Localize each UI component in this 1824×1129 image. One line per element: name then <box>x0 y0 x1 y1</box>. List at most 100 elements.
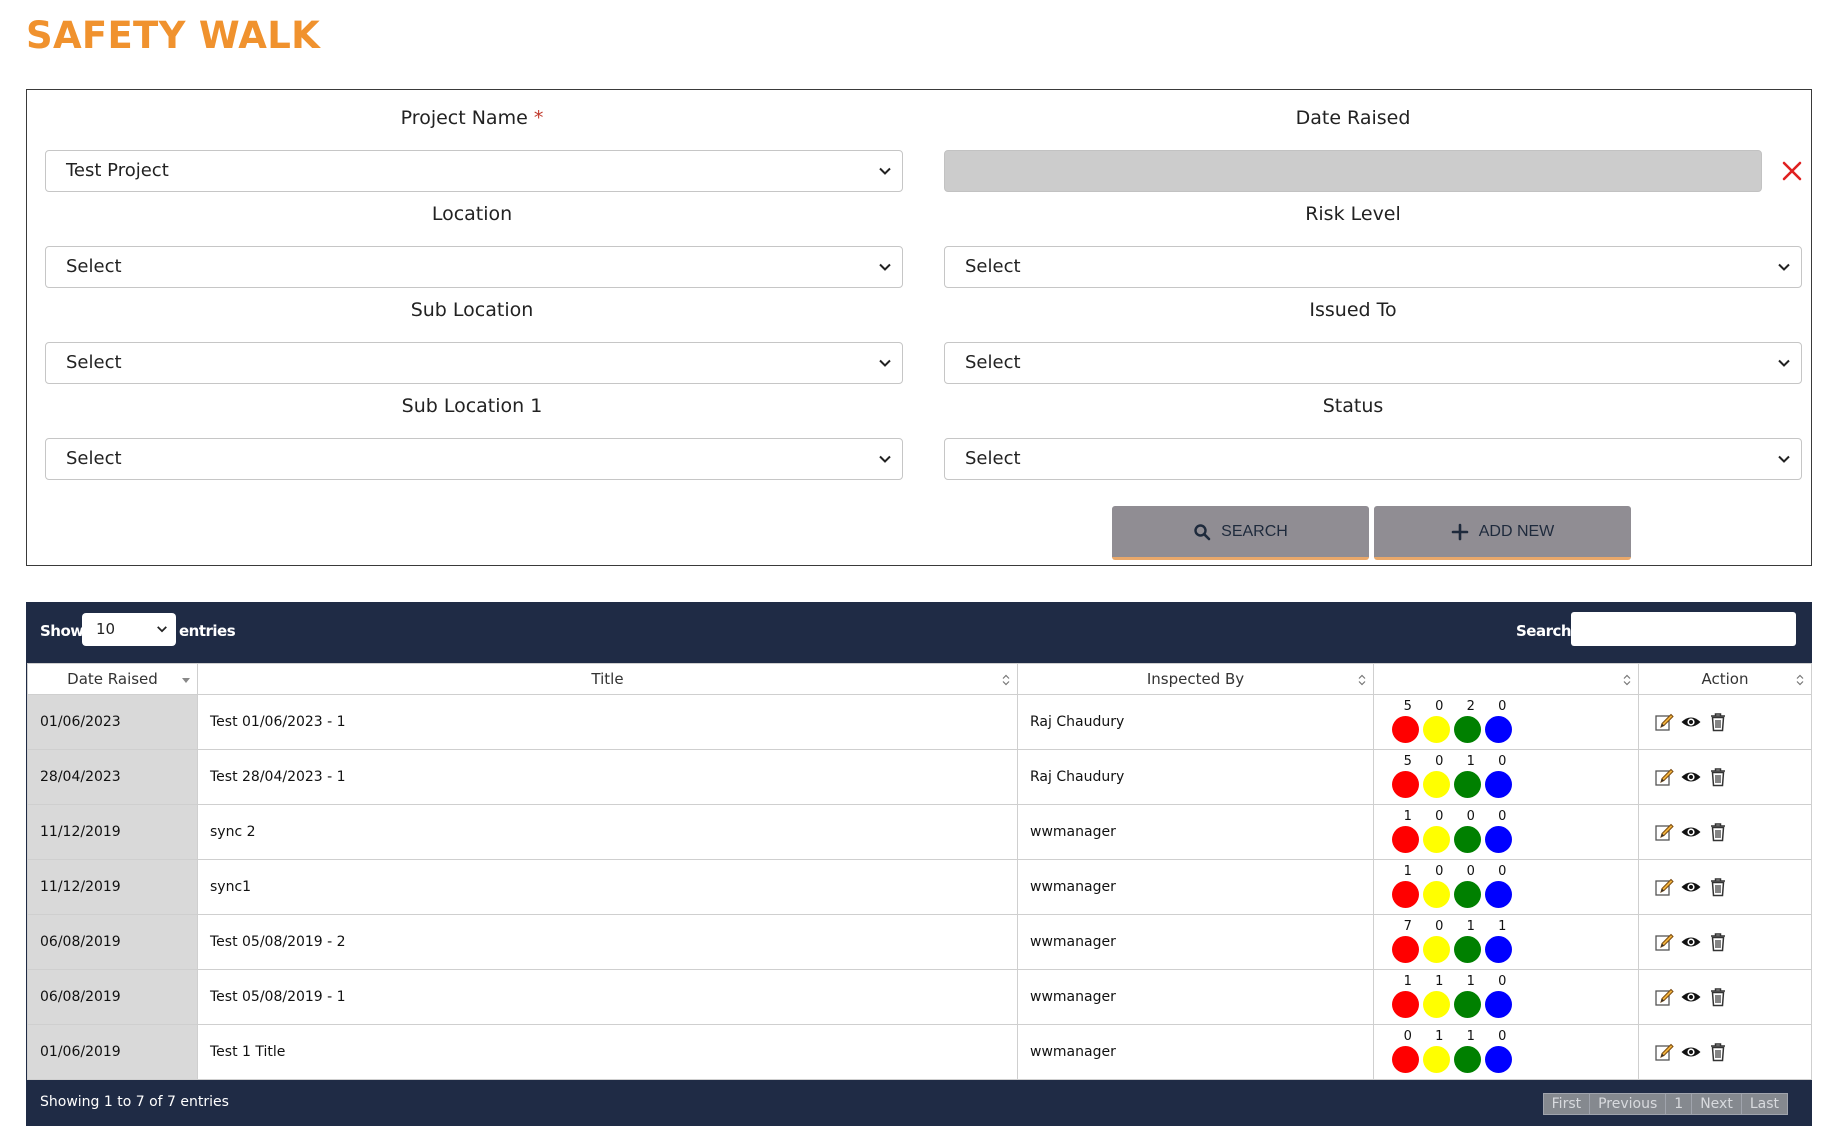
risk-count-row: 7 0 1 1 <box>1392 919 1638 935</box>
column-header-title[interactable]: Title <box>197 663 1018 695</box>
cell-title: Test 28/04/2023 - 1 <box>197 749 1018 805</box>
cell-risk-counts: 1 0 0 0 <box>1373 859 1639 915</box>
chevron-down-icon <box>157 626 167 633</box>
pager-page-1[interactable]: 1 <box>1666 1094 1693 1114</box>
cell-risk-counts: 5 0 2 0 <box>1373 694 1639 750</box>
search-button[interactable]: SEARCH <box>1112 506 1369 560</box>
chevron-down-icon <box>879 263 891 271</box>
risk-dot-row <box>1392 881 1638 908</box>
cell-title: Test 1 Title <box>197 1024 1018 1080</box>
edit-icon[interactable] <box>1653 768 1680 786</box>
sub-location-label: Sub Location <box>410 299 534 321</box>
page-title: SAFETY WALK <box>26 14 321 57</box>
edit-icon[interactable] <box>1653 823 1680 841</box>
table-body: 01/06/2023 Test 01/06/2023 - 1 Raj Chaudur… <box>27 694 1812 1080</box>
table-search-input[interactable] <box>1571 612 1796 646</box>
status-select[interactable]: Select <box>944 438 1802 480</box>
cell-inspected-by: Raj Chaudury <box>1017 749 1374 805</box>
pager-next[interactable]: Next <box>1692 1094 1742 1114</box>
date-raised-input[interactable] <box>944 150 1762 192</box>
delete-icon[interactable] <box>1707 713 1734 732</box>
risk-dot-row <box>1392 936 1638 963</box>
column-header-date-raised[interactable]: Date Raised <box>27 663 198 695</box>
risk-dot <box>1392 716 1419 743</box>
view-icon[interactable] <box>1680 824 1707 840</box>
risk-dot <box>1392 936 1419 963</box>
edit-icon[interactable] <box>1653 988 1680 1006</box>
view-icon[interactable] <box>1680 769 1707 785</box>
plus-icon <box>1451 523 1469 540</box>
view-icon[interactable] <box>1680 879 1707 895</box>
edit-icon[interactable] <box>1653 713 1680 731</box>
project-name-select[interactable]: Test Project <box>45 150 903 192</box>
table-row: 28/04/2023 Test 28/04/2023 - 1 Raj Chaudur… <box>27 749 1812 805</box>
required-mark: * <box>533 107 544 129</box>
delete-icon[interactable] <box>1707 1043 1734 1062</box>
edit-icon[interactable] <box>1653 1043 1680 1061</box>
risk-level-select[interactable]: Select <box>944 246 1802 288</box>
risk-dot <box>1485 716 1512 743</box>
column-header-inspected-by[interactable]: Inspected By <box>1017 663 1374 695</box>
cell-title: Test 05/08/2019 - 1 <box>197 969 1018 1025</box>
risk-dot <box>1392 991 1419 1018</box>
risk-dot <box>1454 771 1481 798</box>
close-icon[interactable] <box>1781 160 1803 182</box>
risk-dot <box>1454 991 1481 1018</box>
risk-count: 2 <box>1466 699 1475 714</box>
sub-location-1-select[interactable]: Select <box>45 438 903 480</box>
entries-per-page-value: 10 <box>96 620 116 638</box>
risk-dot <box>1423 991 1450 1018</box>
risk-count: 0 <box>1466 864 1475 879</box>
risk-dot <box>1423 936 1450 963</box>
view-icon[interactable] <box>1680 989 1707 1005</box>
chevron-down-icon <box>879 455 891 463</box>
delete-icon[interactable] <box>1707 933 1734 952</box>
table-row: 11/12/2019 sync 2 wwmanager 1 0 0 0 <box>27 804 1812 860</box>
risk-count: 1 <box>1466 919 1475 934</box>
delete-icon[interactable] <box>1707 768 1734 787</box>
entries-per-page-select[interactable]: 10 <box>82 613 176 646</box>
add-new-button[interactable]: ADD NEW <box>1374 506 1631 560</box>
sub-location-select[interactable]: Select <box>45 342 903 384</box>
delete-icon[interactable] <box>1707 988 1734 1007</box>
column-header-action[interactable]: Action <box>1638 663 1812 695</box>
cell-inspected-by: wwmanager <box>1017 1024 1374 1080</box>
edit-icon[interactable] <box>1653 933 1680 951</box>
cell-date-raised: 11/12/2019 <box>27 859 198 915</box>
cell-actions <box>1638 859 1812 915</box>
cell-actions <box>1638 694 1812 750</box>
cell-title: Test 01/06/2023 - 1 <box>197 694 1018 750</box>
risk-dot <box>1423 1046 1450 1073</box>
chevron-down-icon <box>1778 455 1790 463</box>
risk-dot <box>1485 826 1512 853</box>
risk-count: 0 <box>1498 974 1507 989</box>
records-table-panel: Show 10 entries Search: Date Raised Titl… <box>26 602 1812 1126</box>
delete-icon[interactable] <box>1707 878 1734 897</box>
cell-inspected-by: wwmanager <box>1017 804 1374 860</box>
view-icon[interactable] <box>1680 1044 1707 1060</box>
column-header-label: Title <box>591 670 624 688</box>
table-toolbar: Show 10 entries Search: <box>26 602 1812 662</box>
location-select[interactable]: Select <box>45 246 903 288</box>
issued-to-select[interactable]: Select <box>944 342 1802 384</box>
column-header-risk-counts[interactable] <box>1373 663 1639 695</box>
view-icon[interactable] <box>1680 714 1707 730</box>
view-icon[interactable] <box>1680 934 1707 950</box>
risk-dot <box>1485 771 1512 798</box>
location-value: Select <box>66 256 122 277</box>
pager-first[interactable]: First <box>1544 1094 1591 1114</box>
risk-count: 1 <box>1466 754 1475 769</box>
risk-dot <box>1423 716 1450 743</box>
risk-count: 0 <box>1435 754 1444 769</box>
risk-count-row: 1 0 0 0 <box>1392 864 1638 880</box>
date-raised-label: Date Raised <box>1295 107 1411 129</box>
risk-count-row: 1 1 1 0 <box>1392 974 1638 990</box>
risk-level-label: Risk Level <box>1305 203 1401 225</box>
delete-icon[interactable] <box>1707 823 1734 842</box>
location-label: Location <box>431 203 513 225</box>
edit-icon[interactable] <box>1653 878 1680 896</box>
sort-icon <box>1002 674 1010 686</box>
pager-last[interactable]: Last <box>1749 1096 1779 1112</box>
pager-previous[interactable]: Previous <box>1590 1094 1667 1114</box>
sub-location-value: Select <box>66 352 122 373</box>
